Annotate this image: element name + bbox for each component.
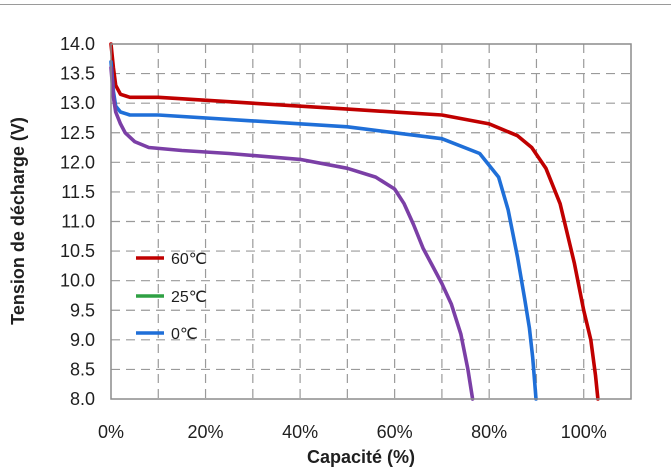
legend-label: 0℃ (171, 326, 198, 343)
top-rule-divider (0, 4, 671, 5)
y-tick-label: 12.0 (60, 152, 95, 172)
series-layer (109, 42, 600, 401)
grid-layer (111, 44, 631, 399)
y-tick-label: 13.5 (60, 64, 95, 84)
y-tick-label: 9.0 (70, 330, 95, 350)
y-tick-label: 11.5 (61, 182, 95, 202)
y-tick-label: 12.5 (60, 123, 95, 143)
x-tick-label: 0% (98, 422, 124, 442)
legend-label: 60℃ (171, 251, 207, 268)
legend-label: 25℃ (171, 289, 207, 306)
x-tick-label: 20% (188, 422, 224, 442)
plot-area-border (110, 43, 632, 400)
x-tick-label: 100% (561, 422, 607, 442)
y-axis-label: Tension de décharge (V) (8, 117, 28, 325)
x-axis-label: Capacité (%) (307, 447, 415, 467)
y-tick-label: 10.0 (60, 271, 95, 291)
y-tick-labels: 8.0 8.5 9.0 9.5 10.0 10.5 11.0 11.5 12.0 12.5 13.0… (60, 34, 95, 409)
y-tick-label: 8.0 (70, 389, 95, 409)
y-tick-label: 8.5 (70, 359, 95, 379)
x-tick-label: 40% (282, 422, 318, 442)
y-tick-label: 13.0 (60, 93, 95, 113)
x-tick-label: 80% (471, 422, 507, 442)
y-tick-label: 14.0 (60, 34, 95, 54)
y-tick-label: 11.0 (61, 212, 95, 232)
y-tick-label: 10.5 (60, 241, 95, 261)
series-line (109, 42, 600, 401)
series-line (109, 65, 475, 401)
y-tick-label: 9.5 (70, 300, 95, 320)
legend: 60℃ 25℃ 0℃ (136, 251, 207, 343)
series-line (109, 59, 538, 401)
x-tick-labels: 0% 20% 40% 60% 80% 100% (98, 422, 607, 442)
x-tick-label: 60% (377, 422, 413, 442)
